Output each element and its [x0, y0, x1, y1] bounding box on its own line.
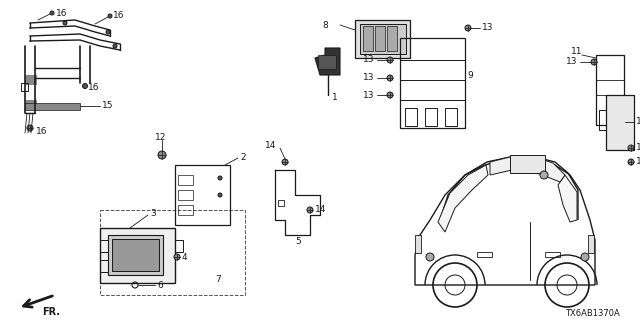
Circle shape	[27, 125, 33, 131]
Bar	[100, 240, 108, 252]
Bar	[588, 235, 594, 253]
Bar	[100, 260, 108, 272]
Circle shape	[63, 21, 67, 25]
Circle shape	[540, 171, 548, 179]
Text: FR.: FR.	[42, 307, 60, 317]
Text: 13: 13	[566, 58, 577, 67]
Bar	[100, 210, 245, 295]
Text: 16: 16	[113, 12, 125, 20]
Bar	[355, 20, 410, 58]
Text: 14: 14	[265, 140, 276, 149]
Circle shape	[174, 254, 180, 260]
Bar	[596, 55, 624, 125]
Text: 7: 7	[215, 276, 221, 284]
Text: 13: 13	[363, 55, 374, 65]
Text: 16: 16	[88, 84, 99, 92]
Text: 5: 5	[295, 237, 301, 246]
Bar	[178, 205, 193, 215]
Circle shape	[108, 14, 112, 18]
Circle shape	[426, 253, 434, 261]
Text: 6: 6	[157, 281, 163, 290]
Bar	[112, 239, 159, 271]
Circle shape	[465, 25, 471, 31]
Bar	[405, 108, 417, 126]
Polygon shape	[415, 158, 595, 285]
Text: 16: 16	[56, 9, 67, 18]
Text: 12: 12	[155, 132, 166, 141]
Text: 2: 2	[240, 153, 246, 162]
Circle shape	[218, 176, 222, 180]
Text: 13: 13	[363, 91, 374, 100]
Circle shape	[50, 11, 54, 15]
Bar	[611, 110, 621, 130]
Text: 10: 10	[636, 117, 640, 126]
Bar	[100, 228, 175, 283]
Bar	[477, 252, 492, 257]
Text: 3: 3	[150, 209, 156, 218]
Bar	[25, 103, 80, 110]
Polygon shape	[490, 157, 565, 182]
Polygon shape	[315, 48, 340, 75]
Bar	[175, 165, 230, 225]
Polygon shape	[558, 175, 577, 222]
Text: 13: 13	[482, 23, 493, 33]
Bar	[318, 55, 336, 69]
Circle shape	[307, 207, 313, 213]
Circle shape	[106, 30, 110, 34]
Circle shape	[113, 44, 117, 48]
Text: 9: 9	[467, 70, 473, 79]
Circle shape	[218, 193, 222, 197]
Bar	[445, 108, 457, 126]
Circle shape	[387, 75, 393, 81]
Circle shape	[628, 159, 634, 165]
Text: 11: 11	[570, 47, 582, 57]
Circle shape	[158, 151, 166, 159]
Text: 8: 8	[323, 20, 328, 29]
Circle shape	[591, 59, 597, 65]
Text: 14: 14	[315, 205, 326, 214]
Bar	[175, 240, 183, 252]
Bar	[278, 200, 284, 206]
Text: 15: 15	[102, 101, 113, 110]
Text: 13: 13	[363, 74, 374, 83]
Bar	[25, 75, 37, 85]
Circle shape	[628, 145, 634, 151]
Circle shape	[83, 84, 88, 89]
Bar	[387, 26, 397, 51]
Bar	[21, 83, 28, 91]
Bar	[363, 26, 373, 51]
Bar	[178, 190, 193, 200]
Text: TX6AB1370A: TX6AB1370A	[565, 309, 620, 318]
Text: 16: 16	[36, 126, 47, 135]
Text: 4: 4	[182, 252, 188, 261]
Text: 13: 13	[636, 157, 640, 166]
Bar	[400, 38, 465, 128]
Text: 13: 13	[636, 143, 640, 153]
Circle shape	[282, 159, 288, 165]
Polygon shape	[438, 165, 488, 232]
Circle shape	[581, 253, 589, 261]
Bar	[425, 108, 437, 126]
Circle shape	[387, 92, 393, 98]
Text: 1: 1	[332, 93, 338, 102]
Bar	[360, 24, 406, 54]
Bar	[108, 235, 163, 275]
Bar	[545, 252, 560, 257]
Bar	[25, 100, 37, 108]
Bar	[606, 95, 634, 150]
Bar	[415, 235, 421, 253]
Bar	[375, 26, 385, 51]
Bar	[599, 110, 609, 130]
Circle shape	[387, 57, 393, 63]
Bar	[510, 155, 545, 173]
Bar	[178, 175, 193, 185]
